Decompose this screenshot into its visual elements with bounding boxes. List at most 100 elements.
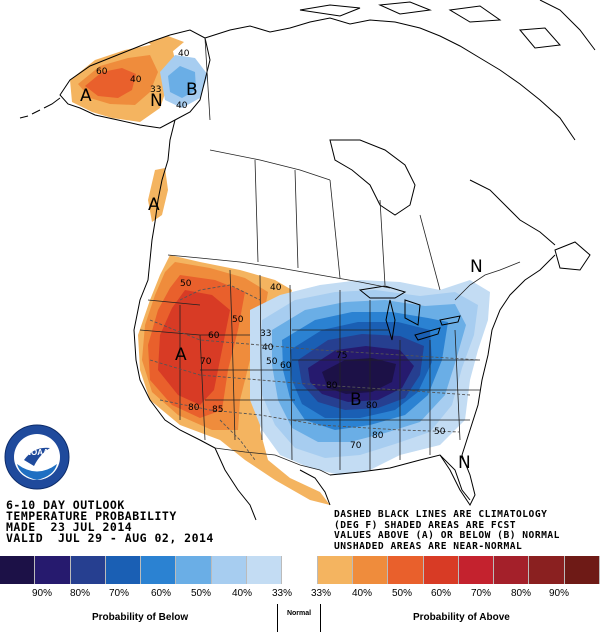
contour-label: 50: [266, 357, 278, 367]
label-above-alaska: A: [80, 86, 92, 106]
label-below-alaska: B: [186, 80, 198, 100]
legend-tick-label: 80%: [69, 588, 91, 599]
contour-label: 60: [280, 361, 292, 371]
baja-peninsula: [214, 447, 257, 521]
legend-swatch: [494, 556, 530, 584]
color-legend: [0, 556, 600, 584]
contour-label: 40: [178, 49, 190, 59]
outlook-map: A B N A A B N N 60 40 40 40 33 50 40 50 …: [19, 0, 596, 521]
legend-tick-label: 50%: [391, 588, 413, 599]
legend-swatch: [458, 556, 495, 584]
noaa-logo-text: NOAA: [25, 448, 49, 457]
legend-swatch: [317, 556, 353, 584]
legend-tick-label: 33%: [310, 588, 332, 599]
note-line: UNSHADED AREAS ARE NEAR-NORMAL: [334, 540, 523, 552]
contour-label: 70: [350, 441, 362, 451]
contour-label: 80: [372, 431, 384, 441]
title-line: VALID JUL 29 - AUG 02, 2014: [6, 531, 214, 545]
contour-label: 50: [232, 315, 244, 325]
climatology-line: [179, 284, 261, 301]
contour-label: 60: [208, 331, 220, 341]
legend-tick-label: 60%: [150, 588, 172, 599]
noaa-bird-icon: [24, 447, 50, 466]
mexico-gulf-coast: [299, 469, 331, 506]
note-line: (DEG F) SHADED AREAS ARE FCST: [334, 519, 517, 531]
contour-label: 80: [188, 403, 200, 413]
legend-tick-label: 60%: [430, 588, 452, 599]
legend-swatch: [211, 556, 248, 584]
aleutian-islands: [19, 97, 61, 119]
legend-tick-label: 70%: [108, 588, 130, 599]
atlantic-coast: [461, 254, 556, 456]
contour-label: 33: [260, 329, 271, 339]
bc-coast-above-region: [148, 168, 168, 222]
note-line: VALUES ABOVE (A) OR BELOW (B) NORMAL: [334, 530, 560, 541]
legend-tick-label: 80%: [510, 588, 532, 599]
legend-swatch: [282, 556, 318, 584]
label-above-bc: A: [148, 195, 160, 215]
legend-swatch: [564, 556, 600, 584]
legend-swatch: [105, 556, 142, 584]
newfoundland: [554, 241, 591, 271]
florida: [439, 454, 476, 506]
climatology-line: [159, 399, 461, 433]
legend-swatch: [176, 556, 212, 584]
alaska-above-region: [70, 36, 184, 122]
us-canada-border: [167, 254, 521, 301]
contour-label: 50: [434, 427, 446, 437]
legend-swatch: [247, 556, 283, 584]
pacific-coast: [133, 119, 216, 449]
label-normal-alaska: N: [150, 91, 163, 111]
legend-note-block: DASHED BLACK LINES ARE CLIMATOLOGY (DEG …: [332, 509, 562, 552]
labrador-coast: [469, 179, 556, 246]
greenland-edge: [539, 0, 596, 51]
above-caption: Probability of Above: [413, 612, 510, 623]
contour-label: 80: [366, 401, 378, 411]
legend-swatch: [35, 556, 71, 584]
legend-tick-label: 90%: [31, 588, 53, 599]
lake-ontario: [439, 315, 461, 326]
label-below-east: B: [350, 390, 362, 410]
contour-label: 75: [336, 351, 347, 361]
legend-tick-label: 90%: [548, 588, 570, 599]
legend-tick-label: 33%: [271, 588, 293, 599]
legend-tick-label: 40%: [231, 588, 253, 599]
contour-label: 70: [200, 357, 212, 367]
climatology-line: [149, 359, 471, 396]
noaa-wave-icon: [17, 464, 57, 480]
contour-label: 40: [176, 101, 188, 111]
note-line: DASHED BLACK LINES ARE CLIMATOLOGY: [334, 509, 548, 520]
alaska-coastline: [59, 29, 211, 129]
normal-caption-box: Normal: [277, 604, 321, 632]
gulf-coast: [329, 454, 471, 501]
legend-tick-label: 70%: [470, 588, 492, 599]
legend-swatch: [388, 556, 424, 584]
legend-swatch: [529, 556, 565, 584]
legend-swatch: [0, 556, 36, 584]
label-normal-northeast: N: [470, 257, 483, 277]
alaska-below-region: [160, 55, 208, 108]
title-line: MADE 23 JUL 2014: [6, 520, 133, 534]
lake-superior: [358, 285, 407, 299]
normal-caption: Normal: [286, 610, 312, 617]
below-caption: Probability of Below: [92, 612, 189, 623]
title-line: TEMPERATURE PROBABILITY: [6, 509, 177, 523]
canada-province-lines: [209, 149, 441, 291]
legend-tick-label: 50%: [190, 588, 212, 599]
alaska-canada-border: [204, 37, 211, 121]
noaa-logo: NOAA: [4, 424, 70, 490]
contour-label: 80: [326, 381, 338, 391]
contour-label: 33: [150, 85, 161, 95]
lake-erie: [414, 327, 441, 341]
contour-label: 40: [130, 75, 142, 85]
contour-label: 85: [212, 405, 223, 415]
lake-michigan: [385, 299, 396, 341]
label-above-west: A: [175, 345, 187, 365]
canada-arctic-coast: [204, 17, 576, 141]
legend-ticks: 90% 80% 70% 60% 50% 40% 33% 33% 40% 50% 60% 70% 80% 9…: [0, 588, 600, 602]
label-normal-florida: N: [458, 453, 471, 473]
legend-swatch: [423, 556, 459, 584]
outlook-title-block: 6-10 DAY OUTLOOK TEMPERATURE PROBABILITY…: [6, 499, 214, 545]
state-lines: [139, 269, 480, 470]
hudson-bay: [329, 139, 416, 216]
